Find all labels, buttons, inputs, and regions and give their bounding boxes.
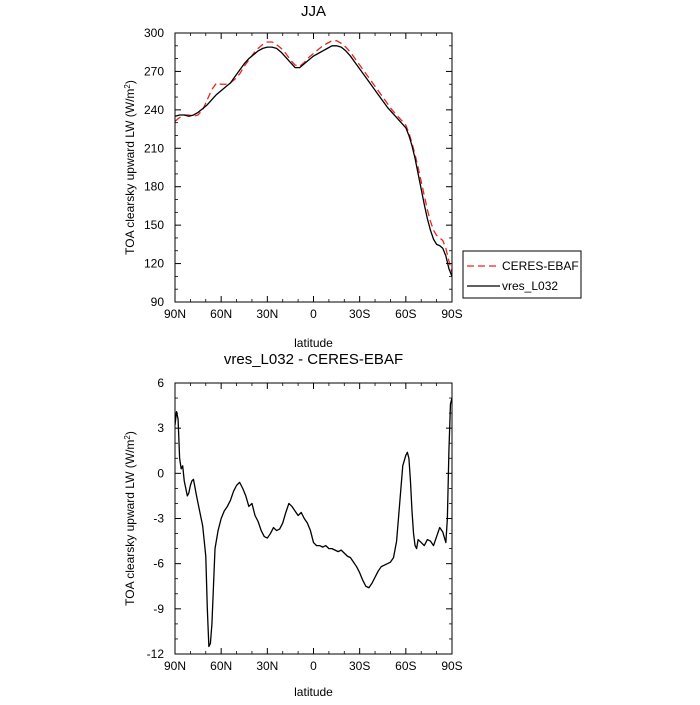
y-tick-label: 90 — [151, 295, 165, 309]
y-tick-label: 120 — [144, 257, 164, 271]
x-axis-label: latitude — [294, 336, 333, 350]
y-tick-label: 0 — [157, 466, 164, 480]
x-tick-label: 60N — [210, 307, 232, 321]
y-tick-label: 180 — [144, 180, 164, 194]
chart-title: vres_L032 - CERES-EBAF — [224, 351, 403, 368]
y-tick-label: 240 — [144, 103, 164, 117]
x-axis-label: latitude — [294, 685, 333, 699]
y-tick-label: -9 — [153, 602, 164, 616]
x-tick-label: 30S — [349, 659, 370, 673]
legend-box — [462, 250, 582, 299]
y-tick-label: 270 — [144, 64, 164, 78]
legend: CERES-EBAF vres_L032 — [462, 250, 582, 299]
y-tick-label: -3 — [153, 512, 164, 526]
legend-entry-label: vres_L032 — [502, 279, 558, 293]
x-tick-label: 30N — [256, 307, 278, 321]
series-line-ceres-ebaf — [175, 40, 452, 273]
x-tick-label: 60N — [210, 659, 232, 673]
legend-entry-label: CERES-EBAF — [502, 259, 579, 273]
y-axis-label: TOA clearsky upward LW (W/m2) — [123, 431, 138, 606]
x-tick-label: 0 — [310, 307, 317, 321]
x-tick-label: 0 — [310, 659, 317, 673]
y-tick-label: -12 — [147, 647, 165, 661]
series-line-difference — [175, 397, 452, 648]
y-tick-label: -6 — [153, 557, 164, 571]
x-tick-label: 90S — [441, 659, 462, 673]
x-tick-label: 90N — [164, 307, 186, 321]
y-tick-label: 210 — [144, 141, 164, 155]
y-tick-label: 6 — [157, 376, 164, 390]
x-tick-label: 60S — [395, 659, 416, 673]
plot-frame — [174, 382, 453, 655]
chart-panel-1: 90N 60N 30N 0 30S 60S 90S 90 120 150 180 210 240 270 3… — [144, 3, 582, 350]
x-tick-label: 90S — [441, 307, 462, 321]
chart-panel-2: 90N 60N 30N 0 30S 60S 90S -12 -9 -6 -3 0 3 6 vres_L032… — [147, 351, 463, 699]
plot-frame — [174, 32, 453, 303]
x-tick-label: 90N — [164, 659, 186, 673]
y-tick-label: 150 — [144, 218, 164, 232]
y-tick-label: 3 — [157, 421, 164, 435]
x-tick-label: 60S — [395, 307, 416, 321]
y-tick-label: 300 — [144, 26, 164, 40]
y-axis-label: TOA clearsky upward LW (W/m2) — [123, 80, 138, 255]
series-line-vres-l032 — [175, 45, 452, 277]
chart-title: JJA — [301, 3, 326, 20]
x-tick-label: 30S — [349, 307, 370, 321]
x-tick-label: 30N — [256, 659, 278, 673]
